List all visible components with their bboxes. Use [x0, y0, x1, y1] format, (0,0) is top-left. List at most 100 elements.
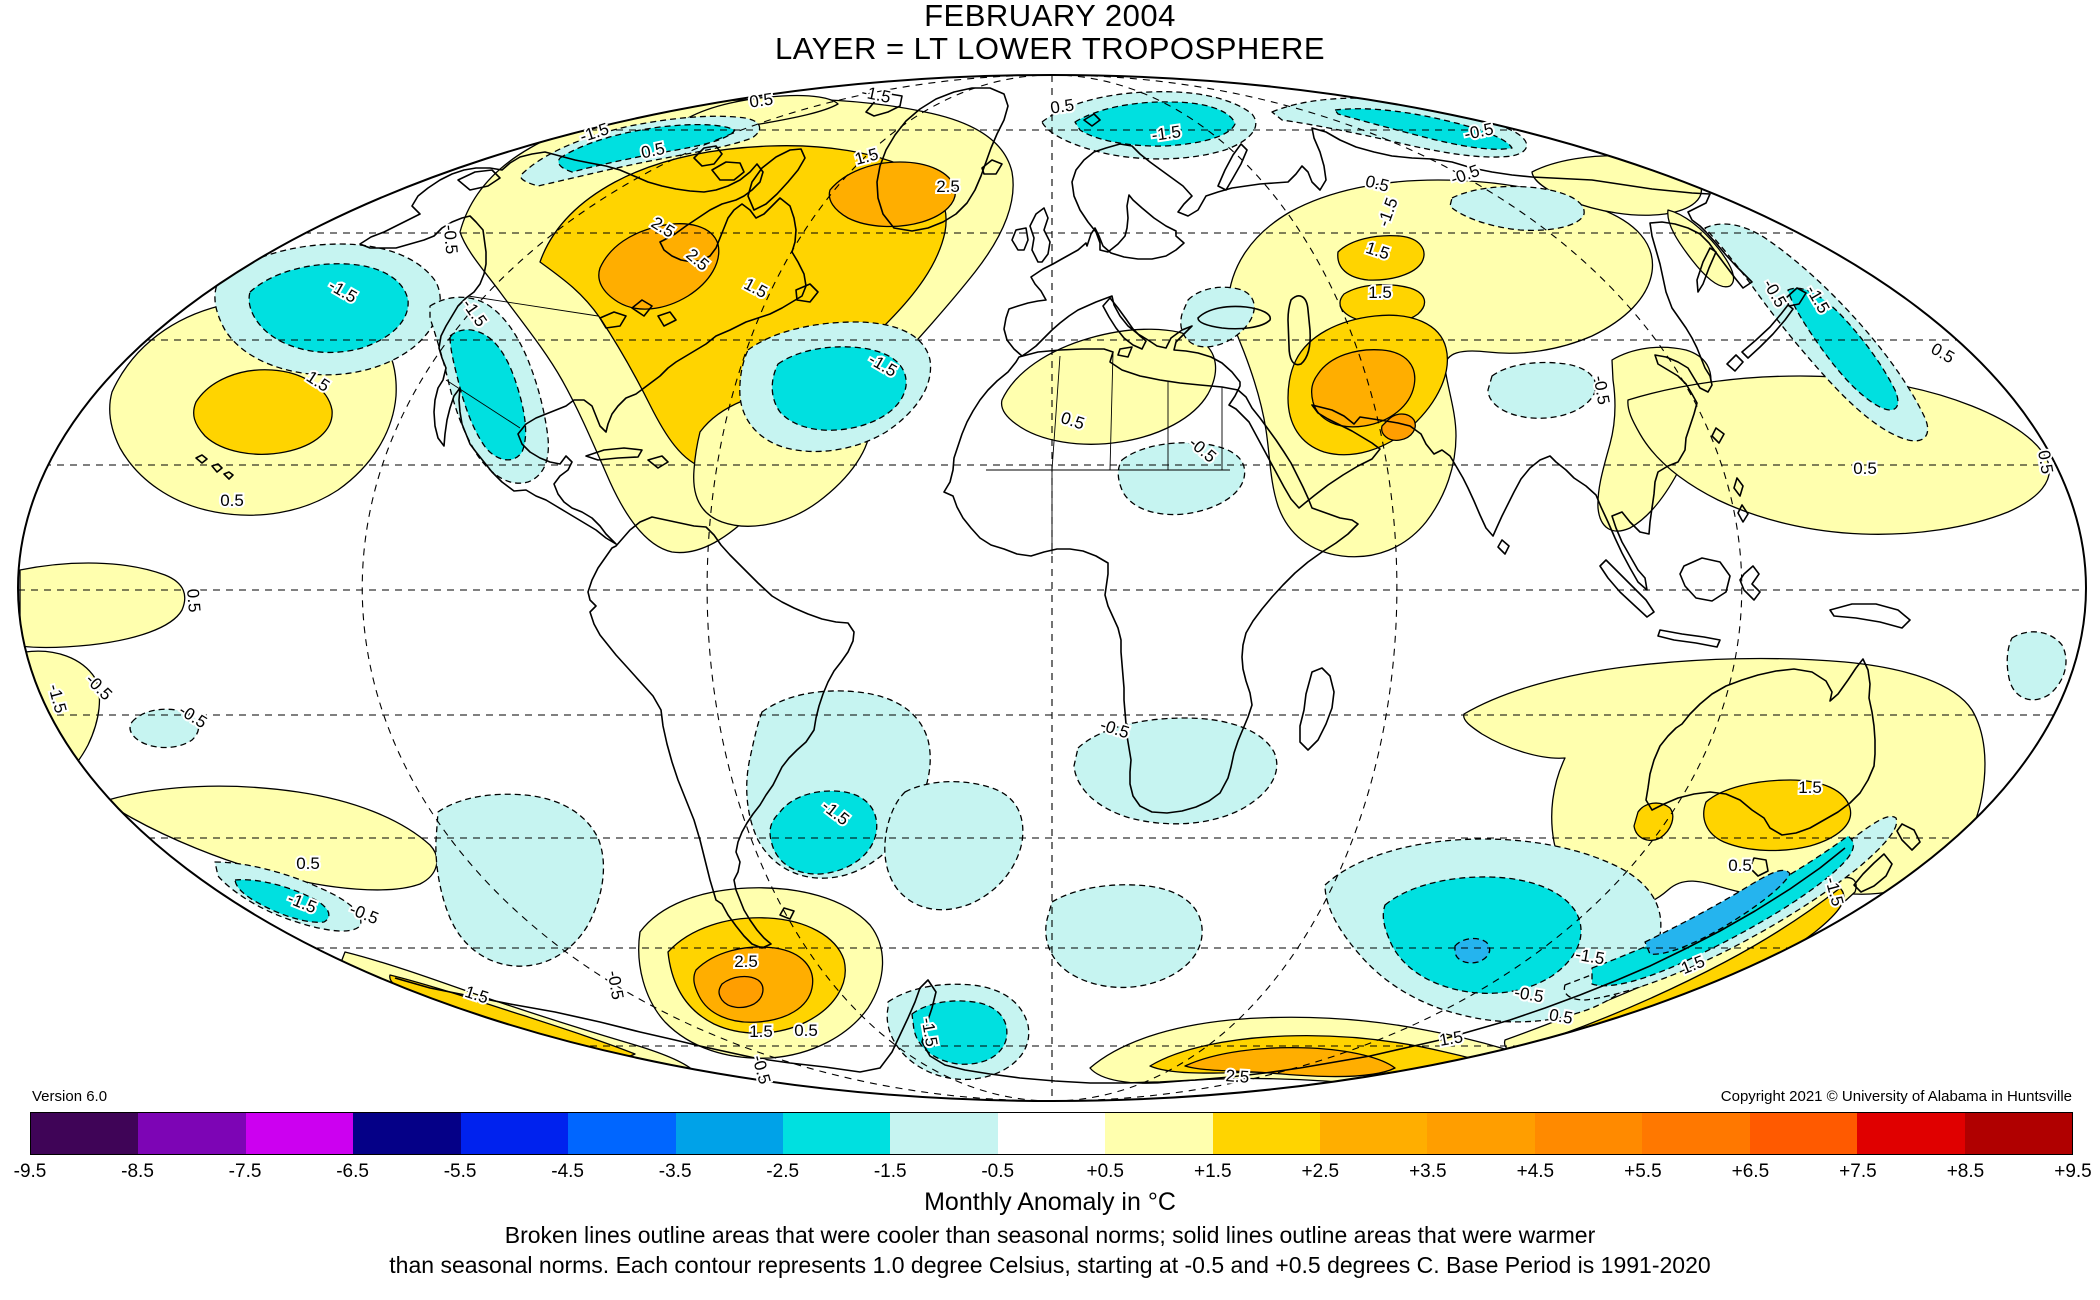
contour-label: 0.5 — [1853, 459, 1877, 478]
color-scale-tick-label: -8.5 — [121, 1161, 154, 1182]
color-scale-cell — [1857, 1113, 1965, 1154]
color-scale-cell — [138, 1113, 246, 1154]
color-scale-tick-label: -4.5 — [551, 1161, 584, 1182]
warm-left-edge-band — [21, 650, 101, 799]
contour-label: 2.5 — [734, 952, 758, 971]
color-scale-tick-label: +8.5 — [1946, 1161, 1985, 1182]
contour-label: 1.5 — [1798, 778, 1822, 797]
cool-kara-strip-core — [1334, 108, 1513, 150]
cool-south-atlantic-b — [1045, 884, 1203, 989]
color-scale-cell — [1427, 1113, 1535, 1154]
color-scale-tick-label: -0.5 — [981, 1161, 1015, 1182]
warm-west-pacific-band — [1627, 375, 2050, 535]
warm-kamchatka — [1667, 209, 1735, 288]
color-scale-cell — [782, 1113, 891, 1154]
color-scale-tick-label: -5.5 — [443, 1161, 477, 1182]
color-scale-tick-label: -9.5 — [13, 1161, 47, 1182]
color-scale-cell — [460, 1113, 569, 1154]
contour-label: 0.5 — [1728, 856, 1752, 875]
cool-small-south-pacific — [129, 708, 200, 749]
caption-line-2: than seasonal norms. Each contour repres… — [389, 1252, 1711, 1278]
color-scale-tick-label: +6.5 — [1731, 1161, 1770, 1182]
contour-label: 1.5 — [1438, 1027, 1465, 1050]
color-scale-cell — [1534, 1113, 1643, 1154]
contour-label: -0.5 — [440, 224, 461, 255]
cool-nw-pacific-core — [1787, 287, 1899, 411]
cool-indian-ocean-deep — [1454, 937, 1491, 964]
color-scale-tick-label: +0.5 — [1086, 1161, 1125, 1182]
cool-tasman-deep — [1644, 869, 1791, 955]
title-block: FEBRUARY 2004 LAYER = LT LOWER TROPOSPHE… — [0, 0, 2100, 65]
contour-label: -1.5 — [1150, 122, 1182, 145]
color-scale-cell — [1642, 1113, 1750, 1154]
warm-north-america-1p5 — [539, 145, 947, 470]
color-scale-cell — [890, 1113, 998, 1154]
cool-southern-africa — [1073, 717, 1278, 825]
warm-north-africa-iberia — [1000, 328, 1217, 445]
color-scale-tick-label: -6.5 — [336, 1161, 369, 1182]
color-scale-tick-label: +4.5 — [1516, 1161, 1555, 1182]
contour-label: 1.5 — [1368, 283, 1392, 302]
color-scale-tick-label: +2.5 — [1301, 1161, 1340, 1182]
contour-label: -0.5 — [1513, 983, 1545, 1007]
cool-chad-sudan — [1117, 442, 1246, 516]
contour-label: 0.5 — [296, 854, 320, 873]
coastlines — [195, 87, 1921, 1084]
warm-kazakh-core-b — [1339, 284, 1426, 324]
caption-line-1: Broken lines outline areas that were coo… — [504, 1222, 1596, 1248]
cool-south-atlantic-a — [884, 780, 1024, 911]
color-scale-tick-label: +5.5 — [1624, 1161, 1662, 1182]
warm-iran-orange-core — [1311, 349, 1416, 428]
color-scale-tick-label: +3.5 — [1409, 1161, 1447, 1182]
cool-uruguay-core — [769, 790, 878, 875]
cool-sw-pacific-strip-core — [234, 879, 330, 923]
color-scale-tick-label: -7.5 — [228, 1161, 262, 1182]
warm-anomaly-regions — [19, 94, 2050, 1098]
contour-label: 2.5 — [936, 177, 960, 196]
cool-black-sea — [1180, 286, 1255, 348]
contour-label: 0.5 — [1548, 1005, 1575, 1028]
color-scale-cell — [1320, 1113, 1428, 1154]
color-scale-tick-label: -3.5 — [658, 1161, 692, 1182]
copyright-label: Copyright 2021 © University of Alabama i… — [1720, 1088, 2072, 1105]
cool-barents-core — [1074, 101, 1236, 147]
warm-se-australia-core — [1703, 779, 1852, 852]
color-scale-cell — [568, 1113, 676, 1154]
contour-label: 1.5 — [749, 1022, 773, 1041]
version-label: Version 6.0 — [32, 1088, 108, 1105]
color-scale-bar — [30, 1112, 2073, 1155]
color-scale-cell — [1749, 1113, 1858, 1154]
color-scale-tick-label: -2.5 — [766, 1161, 800, 1182]
map-globe-outline — [17, 74, 2087, 1102]
warm-iran-deep-core — [1381, 413, 1416, 441]
contour-label: 0.5 — [794, 1021, 818, 1040]
cool-mongolia — [1487, 361, 1597, 419]
cool-anomaly-regions — [129, 91, 2067, 1081]
color-scale-tick-label: +7.5 — [1839, 1161, 1877, 1182]
cool-indian-ocean-core — [1382, 876, 1582, 995]
cool-alaska-arctic-core — [557, 123, 736, 173]
contour-label: 0.5 — [748, 90, 774, 112]
page-title-layer: LAYER = LT LOWER TROPOSPHERE — [774, 30, 1326, 66]
color-scale-tick-label: +1.5 — [1194, 1161, 1232, 1182]
cool-antarctic-peninsula-core — [911, 1000, 1008, 1065]
page-title-month: FEBRUARY 2004 — [924, 0, 1176, 33]
color-scale-ticks: -9.5 -8.5 -7.5 -6.5 -5.5 -4.5 -3.5 -2.5 -1.5 -0.5… — [14, 1161, 2092, 1185]
color-scale-cell — [675, 1113, 783, 1154]
contour-label: 2.5 — [1225, 1066, 1250, 1087]
warm-baffin-greenland-core — [828, 161, 957, 228]
color-scale-cell — [1964, 1113, 2073, 1154]
warm-antarctic-center-orange — [1184, 1047, 1396, 1078]
contour-label: 0.5 — [183, 588, 204, 613]
contour-label: 0.5 — [1049, 96, 1075, 118]
warm-south-pacific-band — [107, 785, 438, 891]
cool-lena-strip — [1449, 185, 1585, 232]
cool-north-atlantic-core — [771, 346, 907, 431]
cool-right-edge-blob — [2006, 631, 2067, 701]
color-scale-tick-label: +9.5 — [2054, 1161, 2092, 1182]
warm-kazakh-core-a — [1337, 234, 1425, 281]
contour-label: 0.5 — [2034, 449, 2057, 476]
color-scale-cell — [1212, 1113, 1321, 1154]
